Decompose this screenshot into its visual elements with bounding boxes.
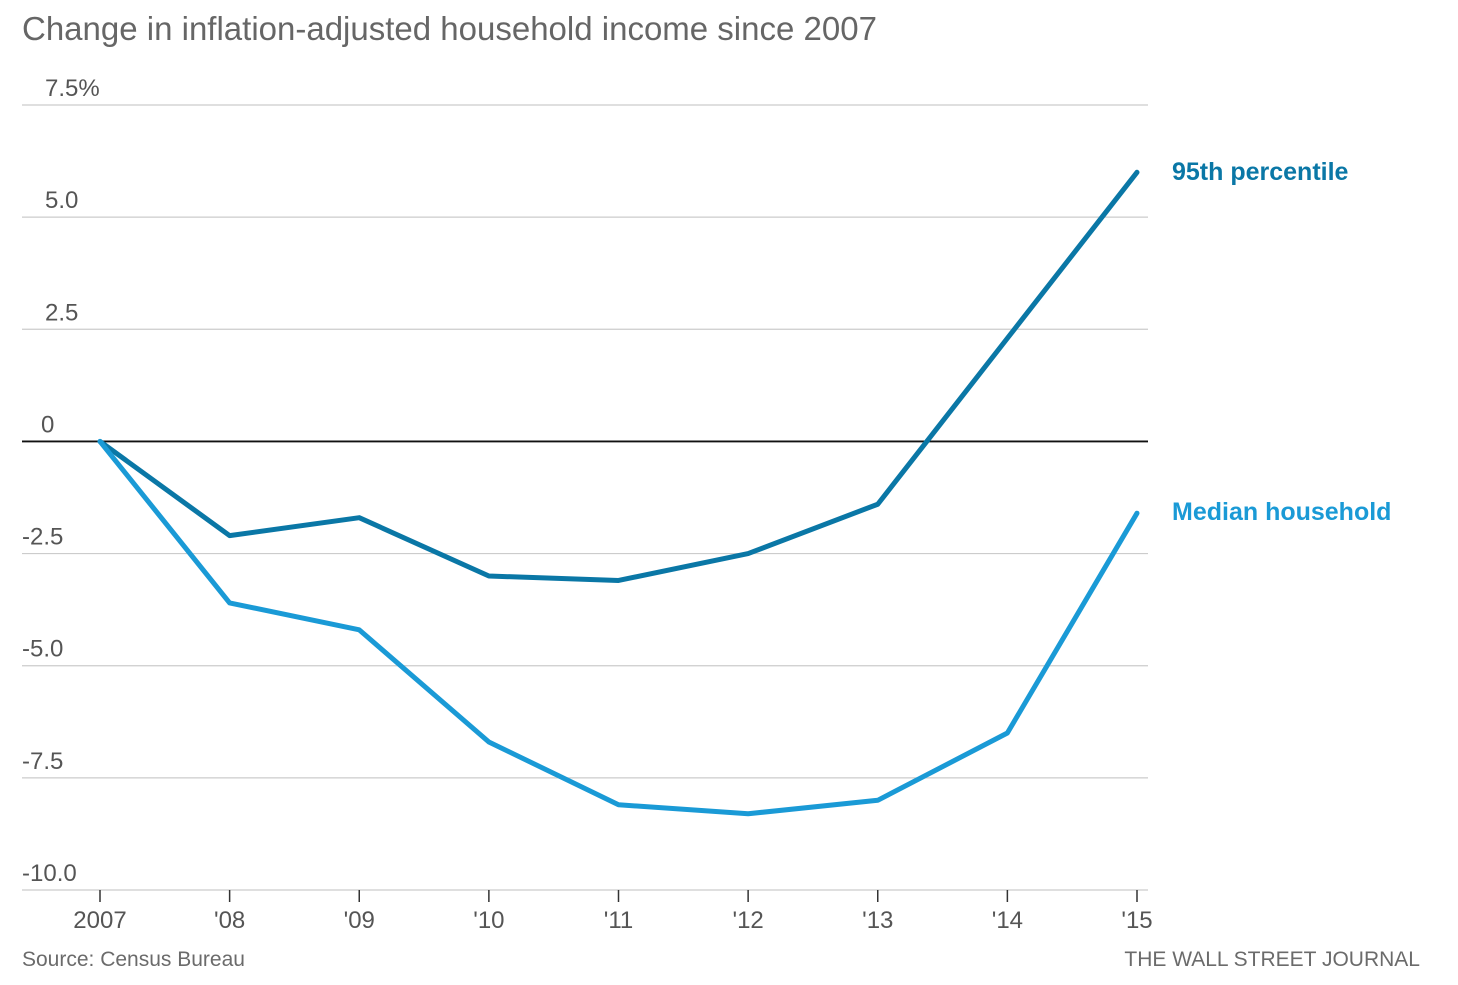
y-tick-label: -10.0 bbox=[22, 860, 77, 887]
x-axis: 2007 '08 '09 '10 '11 '12 '13 '14 '15 bbox=[73, 890, 1153, 934]
x-tick-label: '12 bbox=[732, 907, 763, 934]
chart-title: Change in inflation-adjusted household i… bbox=[22, 10, 877, 47]
x-tick-label: '10 bbox=[473, 907, 504, 934]
series-line-median-household bbox=[97, 438, 1140, 817]
series-label-95th-percentile: 95th percentile bbox=[1172, 158, 1349, 186]
y-tick-label: -2.5 bbox=[22, 524, 63, 551]
x-tick-label: '08 bbox=[214, 907, 245, 934]
y-tick-label: 2.5 bbox=[45, 299, 78, 326]
y-tick-label: -7.5 bbox=[22, 748, 63, 775]
y-tick-label: -5.0 bbox=[22, 636, 63, 663]
gridlines bbox=[22, 104, 1148, 891]
series-labels: 95th percentile Median household bbox=[1172, 158, 1391, 526]
y-tick-label: 5.0 bbox=[45, 187, 78, 214]
x-tick-label: '15 bbox=[1121, 907, 1152, 934]
series-line-95th-percentile bbox=[97, 169, 1140, 583]
x-tick-label: '14 bbox=[992, 907, 1023, 934]
x-tick-label: '13 bbox=[862, 907, 893, 934]
x-tick-label: '09 bbox=[344, 907, 375, 934]
source-note: Source: Census Bureau bbox=[22, 948, 245, 971]
series-label-median-household: Median household bbox=[1172, 498, 1391, 526]
y-axis-tick-labels: 7.5% 5.0 2.5 0 -2.5 -5.0 -7.5 -10.0 bbox=[22, 75, 100, 887]
publisher-credit: THE WALL STREET JOURNAL bbox=[1124, 948, 1420, 971]
y-tick-label: 0 bbox=[41, 411, 54, 438]
y-tick-label: 7.5% bbox=[45, 75, 100, 102]
series-lines bbox=[97, 169, 1140, 817]
x-tick-label: '11 bbox=[604, 907, 634, 934]
x-tick-label: 2007 bbox=[73, 907, 126, 934]
